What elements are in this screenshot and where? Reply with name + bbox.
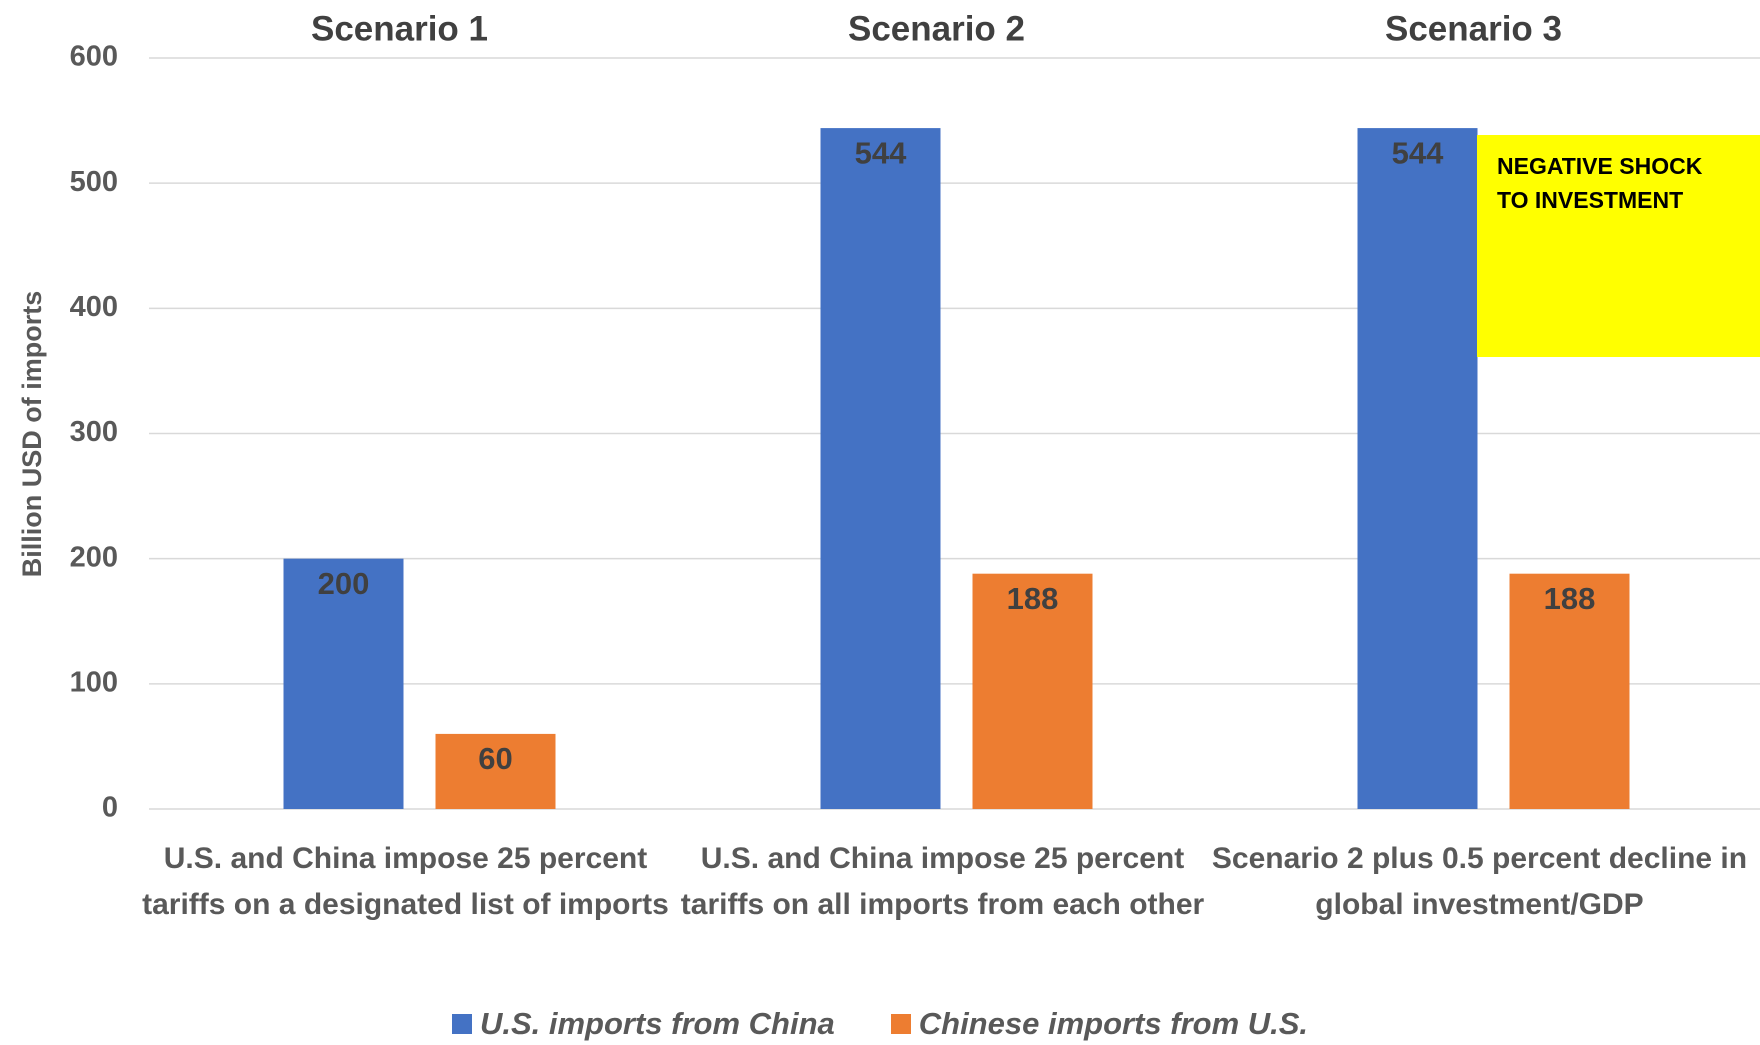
data-label: 188 xyxy=(1007,581,1059,616)
data-label: 188 xyxy=(1544,581,1596,616)
y-tick-label: 600 xyxy=(70,41,118,73)
legend-label: Chinese imports from U.S. xyxy=(918,1006,1309,1041)
bar xyxy=(820,128,941,810)
scenario-title: Scenario 3 xyxy=(1385,9,1562,48)
y-tick-label: 300 xyxy=(70,416,118,448)
y-tick-label: 200 xyxy=(70,541,118,573)
bar xyxy=(1509,573,1630,809)
data-label: 544 xyxy=(1392,135,1444,170)
legend-swatch xyxy=(451,1014,472,1034)
annotation: NEGATIVE SHOCK TO INVESTMENT xyxy=(1477,135,1760,357)
legend-item: U.S. imports from China xyxy=(451,1006,835,1042)
x-tick-label: U.S. and China impose 25 percent tariffs… xyxy=(680,842,1205,921)
scenario-title: Scenario 2 xyxy=(848,9,1025,48)
y-tick-label: 100 xyxy=(70,666,118,698)
bar xyxy=(972,573,1093,809)
scenario-title: Scenario 1 xyxy=(311,9,488,48)
x-tick-label: Scenario 2 plus 0.5 percent decline in g… xyxy=(1211,842,1748,921)
bar xyxy=(1357,128,1478,810)
y-tick-label: 500 xyxy=(70,166,118,198)
data-label: 200 xyxy=(318,566,370,601)
legend-label: U.S. imports from China xyxy=(479,1006,835,1041)
data-label: 544 xyxy=(855,135,907,170)
bar xyxy=(435,733,556,809)
bar xyxy=(283,558,404,809)
legend-item: Chinese imports from U.S. xyxy=(890,1006,1309,1042)
data-label: 60 xyxy=(478,741,512,776)
y-axis-label: Billion USD of imports xyxy=(17,291,47,578)
legend: U.S. imports from China Chinese imports f… xyxy=(0,1006,1760,1042)
legend-swatch xyxy=(890,1014,911,1034)
x-tick-label: U.S. and China impose 25 percent tariffs… xyxy=(142,842,669,921)
y-tick-label: 400 xyxy=(70,291,118,323)
y-tick-label: 0 xyxy=(102,792,118,824)
